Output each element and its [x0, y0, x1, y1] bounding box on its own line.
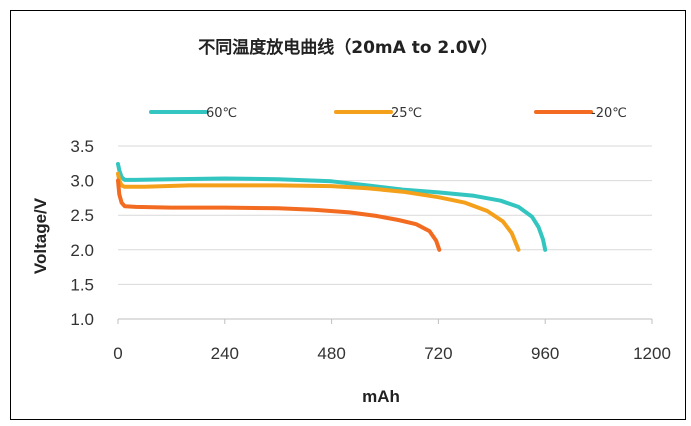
legend-label-1: 25℃: [391, 106, 422, 121]
x-tick-label-3: 720: [424, 344, 452, 363]
x-tick-label-1: 240: [211, 344, 239, 363]
y-tick-label-0: 1.0: [70, 310, 94, 329]
y-axis-label: Voltage/V: [31, 197, 50, 274]
y-tick-label-4: 3.0: [70, 172, 94, 191]
axes: [117, 318, 653, 324]
x-tick-label-5: 1200: [633, 344, 671, 363]
chart-frame: 不同温度放电曲线（20mA to 2.0V） 60℃ 25℃ -20℃ 0 240 48…: [10, 10, 686, 420]
x-tick-label-0: 0: [113, 344, 122, 363]
series-layer: [116, 162, 548, 252]
x-axis-label: mAh: [362, 387, 400, 406]
discharge-curve-chart: 不同温度放电曲线（20mA to 2.0V） 60℃ 25℃ -20℃ 0 240 48…: [31, 37, 671, 406]
y-tick-label-1: 1.5: [70, 275, 94, 294]
legend-label-0: 60℃: [206, 106, 237, 121]
series-line-0: [116, 162, 548, 252]
gridlines: [118, 145, 652, 285]
legend: 60℃ 25℃ -20℃: [149, 106, 627, 121]
x-tick-label-4: 960: [531, 344, 559, 363]
x-tick-label-2: 480: [317, 344, 345, 363]
y-tick-label-3: 2.5: [70, 206, 94, 225]
y-tick-label-2: 2.0: [70, 241, 94, 260]
y-tick-label-5: 3.5: [70, 137, 94, 156]
tick-labels: 0 240 480 720 960 1200 1.0 1.5 2.0 2.5 3.0 3.5: [70, 137, 671, 363]
legend-label-2: -20℃: [591, 106, 627, 121]
series-line-2: [116, 178, 442, 252]
chart-title: 不同温度放电曲线（20mA to 2.0V）: [198, 37, 497, 58]
series-line-1: [116, 171, 521, 252]
